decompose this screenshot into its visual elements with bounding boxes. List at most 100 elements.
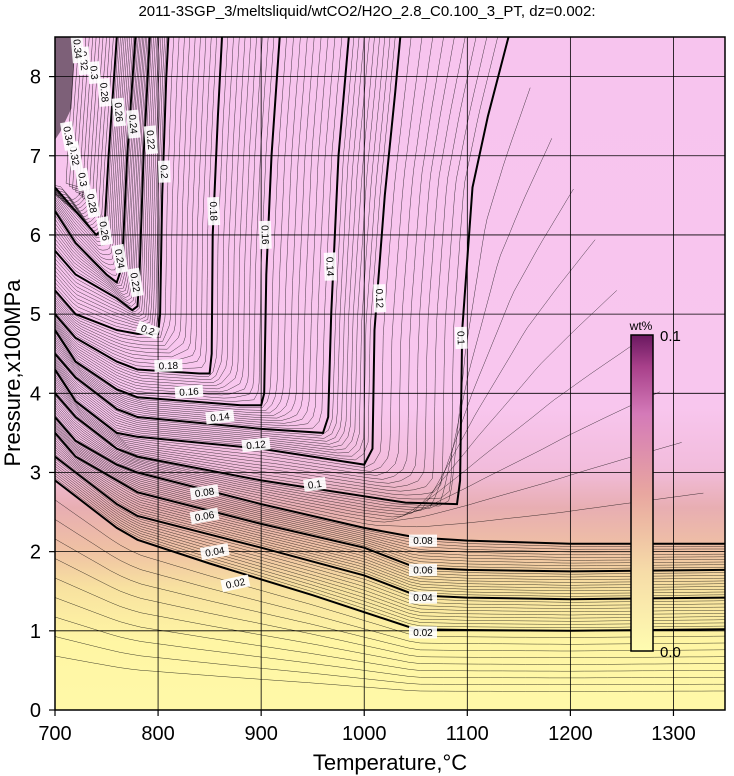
contour-label-bg (323, 252, 337, 281)
minor-contour-line (55, 37, 386, 454)
contour-label: 0.12 (241, 437, 271, 452)
y-tick-label: 6 (30, 225, 41, 247)
minor-contour-line (55, 37, 301, 414)
minor-contour-line (55, 37, 455, 484)
major-contour-0.18 (55, 37, 223, 375)
contour-label-text: 0.06 (413, 565, 433, 576)
minor-contour-line (55, 37, 93, 215)
contour-label: 0.24 (111, 243, 129, 274)
contour-label-text: 0.04 (204, 545, 226, 559)
minor-contour-line (55, 463, 725, 609)
minor-contour-line (55, 37, 315, 419)
minor-contour-line (55, 636, 725, 685)
contour-label: 0.22 (127, 267, 144, 298)
contour-label-bg (409, 534, 437, 547)
minor-contour-line (55, 37, 360, 439)
minor-contour-line (55, 37, 257, 393)
contour-label-bg (258, 220, 272, 250)
contour-label: 0.08 (409, 534, 437, 547)
minor-contour-line (55, 558, 725, 658)
minor-contour-line (55, 37, 434, 476)
minor-contour-line (55, 37, 174, 338)
contour-label-bg (143, 125, 159, 155)
y-tick-label: 8 (30, 67, 41, 89)
minor-contour-line (55, 37, 201, 358)
contour-labels: 0.02 0.02 0.04 0.04 0.06 0.06 0.08 0.08 0.1 0.1 0.… (60, 37, 468, 639)
contour-label: 0.08 (189, 484, 220, 501)
minor-contour-line (55, 37, 138, 284)
minor-contour-line (55, 138, 553, 509)
contour-label-bg (60, 121, 77, 151)
minor-contour-line (55, 37, 269, 399)
contour-label-bg (111, 243, 129, 274)
contour-label-text: 0.34 (70, 39, 83, 60)
minor-contour-line (55, 37, 240, 383)
minor-contour-line (55, 37, 336, 427)
minor-contour-line (55, 37, 180, 342)
minor-contour-line (55, 37, 396, 461)
contour-label-text: 0.26 (112, 102, 125, 123)
minor-contour-line (55, 424, 725, 558)
contour-label-bg (454, 326, 468, 350)
minor-contour-line (55, 37, 263, 396)
minor-contour-line (55, 437, 725, 578)
contour-label-text: 0.2 (139, 323, 156, 338)
contour-label-text: 0.34 (60, 126, 74, 148)
contour-label: 0.16 (258, 220, 272, 250)
minor-contour-line (55, 442, 725, 583)
minor-contour-line (55, 418, 725, 547)
contour-label-bg (70, 37, 85, 64)
minor-contours (55, 37, 725, 692)
minor-contour-line (55, 37, 380, 451)
minor-contour-line (55, 37, 423, 472)
minor-contour-line (55, 37, 498, 500)
minor-contour-line (55, 37, 234, 380)
minor-contour-line (55, 37, 160, 322)
minor-contour-line (55, 420, 725, 550)
minor-contour-line (55, 37, 143, 295)
contour-label: 0.18 (207, 196, 221, 226)
minor-contour-line (55, 37, 152, 313)
minor-contour-line (55, 519, 725, 645)
contour-label-text: 0.22 (144, 130, 157, 151)
x-axis: 700 800 900 1000 1100 1200 1300 (38, 710, 696, 745)
contour-label-text: 0.06 (194, 510, 216, 524)
minor-contour-line (55, 37, 370, 445)
minor-contour-line (55, 473, 725, 622)
contour-label: 0.1 (454, 326, 468, 350)
minor-contour-line (55, 37, 148, 304)
contour-label: 0.3 (74, 167, 91, 192)
y-tick-label: 3 (30, 462, 41, 484)
contour-label-bg (205, 409, 235, 425)
minor-contour-line (55, 449, 725, 592)
contour-label-bg (126, 109, 141, 139)
minor-contour-line (55, 37, 140, 290)
minor-contour-line (55, 37, 191, 350)
minor-contour-line (55, 239, 596, 513)
contour-label-text: 0.12 (373, 288, 385, 308)
colorbar-min-label: 0.0 (660, 644, 681, 661)
contour-label-bg (111, 97, 127, 127)
minor-contour-line (55, 37, 343, 429)
minor-contour-line (55, 37, 149, 307)
minor-contour-line (55, 37, 287, 409)
minor-contour-line (55, 37, 275, 402)
contour-label-text: 0.14 (323, 257, 335, 277)
grid (55, 37, 725, 710)
contour-label-text: 0.08 (194, 486, 215, 500)
contour-label: 0.26 (96, 216, 113, 246)
contour-label: 0.12 (373, 284, 387, 313)
contour-label-bg (189, 507, 220, 525)
minor-contour-line (55, 37, 322, 421)
minor-contour-line (55, 414, 704, 528)
minor-contour-line (55, 616, 725, 679)
minor-contour-line (55, 37, 156, 317)
minor-contour-line (55, 37, 246, 387)
major-contours (55, 37, 725, 632)
contour-label: 0.18 (154, 359, 183, 372)
major-contour-0.22 (55, 37, 151, 312)
contour-label: 0.3 (87, 61, 102, 85)
minor-contour-line (55, 37, 355, 436)
minor-contour-line (55, 37, 127, 256)
contour-label-bg (74, 167, 91, 192)
